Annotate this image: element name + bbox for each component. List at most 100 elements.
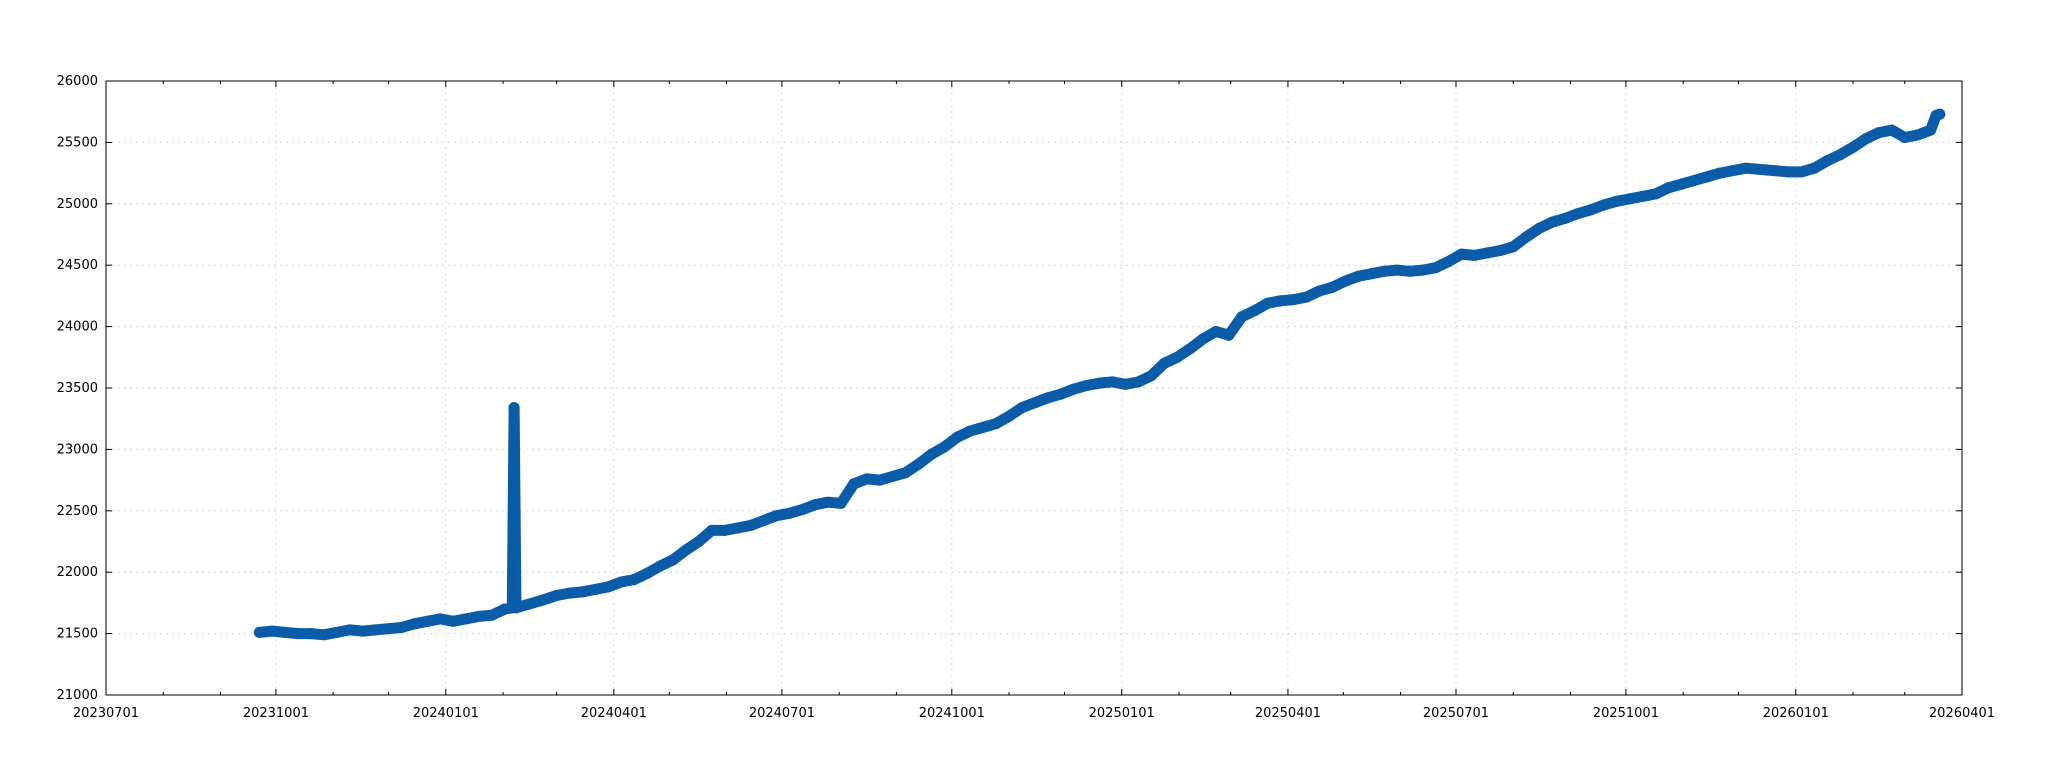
data-point	[396, 622, 407, 633]
data-point	[1249, 305, 1261, 317]
data-point	[615, 576, 627, 588]
y-tick-label: 25500	[57, 135, 98, 150]
data-point	[1533, 222, 1545, 234]
y-axis-tick-labels: 21000 21500 22000 22500 23000 23500 24000 24500…	[57, 74, 98, 703]
data-point	[1339, 275, 1351, 287]
y-tick-label: 24500	[57, 258, 98, 273]
data-point	[1611, 195, 1623, 207]
data-point	[938, 441, 950, 453]
data-point	[706, 524, 718, 536]
data-point	[434, 613, 446, 625]
data-point	[473, 610, 485, 622]
data-point	[1821, 155, 1833, 167]
data-point	[1430, 262, 1442, 274]
data-point	[1404, 265, 1416, 277]
y-tick-label: 23500	[57, 381, 98, 396]
data-point	[1701, 171, 1713, 183]
data-point	[564, 587, 575, 599]
data-point	[783, 507, 795, 519]
data-point	[486, 609, 498, 621]
data-point	[1313, 285, 1325, 297]
series-marker-band	[253, 108, 1946, 641]
data-point	[1236, 311, 1248, 323]
data-point	[641, 567, 653, 579]
grid-lines	[106, 81, 1962, 695]
data-point	[292, 628, 304, 640]
data-point	[408, 618, 420, 630]
data-point	[1808, 162, 1820, 174]
data-point	[1546, 216, 1558, 228]
data-point	[964, 425, 976, 437]
data-point	[1275, 295, 1286, 307]
x-tick-label: 20250701	[1423, 706, 1489, 721]
data-point	[1934, 108, 1946, 120]
data-point	[1068, 383, 1080, 395]
data-point	[1456, 248, 1467, 260]
data-point	[654, 560, 666, 572]
data-point	[551, 590, 563, 601]
data-point	[357, 625, 369, 637]
x-tick-label: 20250101	[1089, 706, 1155, 721]
data-point	[951, 431, 963, 443]
data-point	[757, 515, 769, 527]
data-point	[1860, 133, 1872, 145]
x-tick-label: 20260101	[1763, 706, 1829, 721]
data-point	[1184, 343, 1196, 355]
data-point	[745, 520, 756, 531]
data-point	[1288, 294, 1299, 306]
data-point	[1300, 291, 1312, 303]
data-point	[1624, 193, 1636, 205]
data-point	[887, 470, 899, 482]
data-point	[1197, 333, 1209, 345]
data-point	[861, 473, 873, 485]
data-point	[1688, 175, 1700, 186]
data-point	[331, 626, 343, 638]
x-tick-label: 20260401	[1929, 706, 1995, 721]
y-tick-label: 25000	[57, 197, 98, 212]
data-point	[1795, 166, 1807, 178]
data-point	[1714, 167, 1726, 179]
data-point	[1158, 357, 1170, 369]
data-point	[1598, 199, 1610, 211]
data-point	[680, 544, 692, 556]
data-point	[589, 583, 601, 595]
data-point	[1119, 378, 1131, 390]
data-point	[266, 625, 278, 637]
data-point	[1925, 124, 1937, 136]
data-point	[1649, 188, 1661, 200]
data-point	[1029, 397, 1041, 409]
data-point	[1132, 376, 1144, 388]
data-point	[1585, 204, 1597, 216]
data-point	[1055, 388, 1067, 400]
data-point	[1210, 326, 1222, 337]
data-point	[822, 496, 834, 508]
data-point	[693, 536, 705, 547]
x-tick-label: 20250401	[1255, 706, 1321, 721]
data-point	[926, 448, 937, 460]
data-point	[318, 629, 330, 641]
data-point	[1042, 392, 1054, 404]
data-point	[510, 602, 522, 614]
x-tick-label: 20231001	[243, 706, 309, 721]
data-point	[1481, 247, 1493, 259]
data-point	[577, 586, 588, 598]
data-point	[1378, 265, 1390, 277]
data-point	[1847, 141, 1859, 153]
data-point	[628, 574, 640, 586]
y-tick-label: 26000	[57, 74, 98, 89]
data-point	[1740, 162, 1752, 174]
data-point	[1469, 249, 1480, 261]
data-point	[1391, 264, 1403, 276]
data-point	[874, 474, 886, 486]
data-point	[536, 594, 548, 606]
data-point	[1662, 182, 1674, 194]
data-point	[977, 421, 989, 433]
data-point	[1873, 127, 1885, 139]
x-tick-label: 20251001	[1593, 706, 1659, 721]
x-tick-label: 20240701	[749, 706, 815, 721]
data-point	[1899, 132, 1911, 143]
data-point	[719, 524, 731, 536]
data-point	[848, 478, 860, 490]
y-tick-label: 21000	[57, 688, 98, 703]
y-tick-label: 22500	[57, 504, 98, 519]
